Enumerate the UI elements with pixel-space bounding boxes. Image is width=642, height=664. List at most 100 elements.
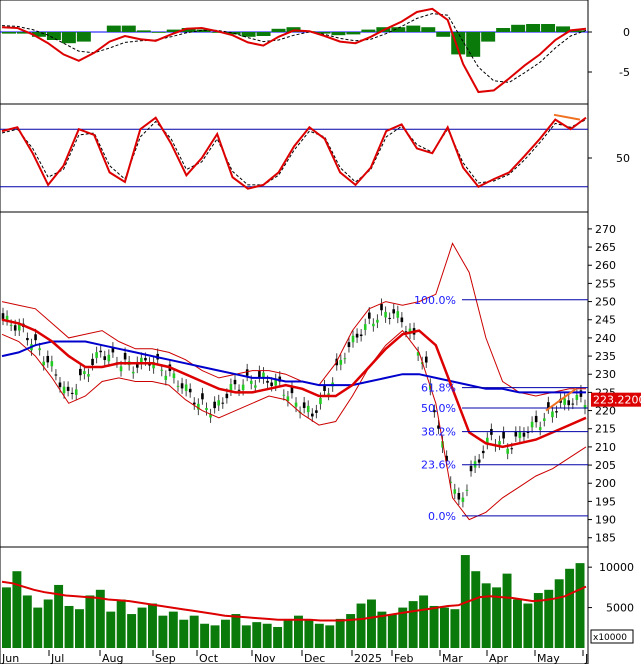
price-candle [392, 309, 396, 314]
price-candle [221, 402, 225, 404]
price-candle [5, 315, 9, 321]
macd-histogram-bar [196, 29, 211, 32]
price-candle [567, 400, 571, 406]
price-candle [534, 415, 538, 423]
price-candle [46, 355, 50, 363]
volume-bar [450, 609, 460, 648]
price-candle [469, 465, 473, 472]
volume-bar [252, 622, 262, 648]
volume-unit-label: x10000 [593, 633, 627, 643]
macd-histogram-bar [16, 32, 31, 34]
price-tick-label: 230 [595, 368, 616, 381]
price-candle [42, 361, 45, 366]
price-candle [54, 374, 58, 376]
volume-bar [481, 583, 491, 648]
price-candle [123, 352, 127, 360]
x-axis-label: May [537, 652, 560, 664]
x-axis-label: Dec [304, 652, 325, 664]
price-candle [514, 431, 518, 437]
price-candle [290, 386, 294, 394]
volume-bar [179, 619, 189, 648]
price-tick-label: 265 [595, 241, 616, 254]
price-candle [465, 489, 469, 491]
volume-bar [440, 607, 449, 648]
price-candle [319, 397, 322, 405]
price-candle [9, 324, 13, 326]
macd-histogram-bar [436, 32, 451, 37]
moving-average-fast [1, 318, 587, 449]
volume-bar [2, 587, 11, 648]
volume-bar [575, 563, 585, 648]
price-tick-label: 200 [595, 477, 616, 490]
price-candle [62, 386, 66, 394]
price-tick-label: 205 [595, 459, 616, 472]
price-candle [575, 394, 579, 400]
price-candle [152, 362, 155, 369]
price-candle [17, 324, 21, 331]
price-candle [237, 389, 241, 391]
volume-bar [408, 601, 418, 648]
price-candle [282, 394, 286, 396]
volume-bar [75, 609, 84, 648]
volume-bar [210, 625, 220, 648]
volume-bar [189, 615, 199, 648]
macd-tick-label: 0 [623, 26, 630, 39]
macd-histogram-bar [406, 25, 421, 32]
price-candle [424, 356, 428, 363]
macd-histogram-bar [361, 29, 376, 32]
price-candle [99, 350, 102, 353]
volume-bar [335, 618, 345, 648]
price-candle [302, 402, 306, 408]
macd-histogram-bar [181, 28, 196, 32]
price-candle [254, 385, 257, 388]
price-trend-marker [545, 387, 577, 412]
volume-bar [116, 599, 126, 648]
price-candle [416, 352, 420, 356]
volume-bar [325, 625, 335, 648]
macd-histogram-bar [76, 32, 91, 42]
price-candle [351, 335, 355, 343]
macd-histogram-bar [526, 24, 541, 32]
price-candle [91, 358, 94, 366]
macd-line [1, 7, 587, 94]
price-tick-label: 255 [595, 277, 616, 290]
volume-bar [523, 603, 533, 648]
price-candle [262, 372, 265, 379]
macd-histogram-bar [346, 32, 361, 35]
price-candle [274, 379, 277, 386]
volume-bar [502, 573, 512, 648]
macd-histogram-bar [511, 24, 526, 32]
x-axis-label: Mar [442, 652, 463, 664]
price-candle [563, 398, 566, 405]
volume-bar [241, 625, 251, 648]
macd-signal-line [1, 13, 587, 83]
price-candle [547, 402, 550, 409]
price-candle [188, 388, 192, 393]
volume-bar [158, 615, 168, 648]
volume-bar [314, 623, 324, 648]
volume-bar [544, 589, 554, 648]
price-candle [526, 431, 530, 433]
price-candle [209, 414, 212, 418]
price-candle [140, 357, 143, 364]
price-tick-label: 245 [595, 314, 616, 327]
price-candle [445, 455, 448, 462]
price-candle [498, 441, 501, 445]
fibonacci-level-label: 0.0% [428, 510, 456, 523]
price-candle [510, 448, 514, 450]
volume-bar [54, 584, 64, 648]
volume-bar [221, 619, 230, 648]
macd-histogram-bar [106, 25, 121, 32]
volume-bar [43, 599, 53, 648]
price-candle [363, 324, 367, 330]
x-axis-label: Feb [394, 652, 413, 664]
price-candle [347, 342, 351, 348]
last-price-box [591, 392, 641, 407]
volume-tick-label: 5000 [606, 602, 634, 615]
macd-histogram-bar [151, 32, 166, 33]
price-candle [384, 311, 387, 318]
panel-price-frame [0, 211, 589, 548]
x-axis-label: Nov [254, 652, 276, 664]
